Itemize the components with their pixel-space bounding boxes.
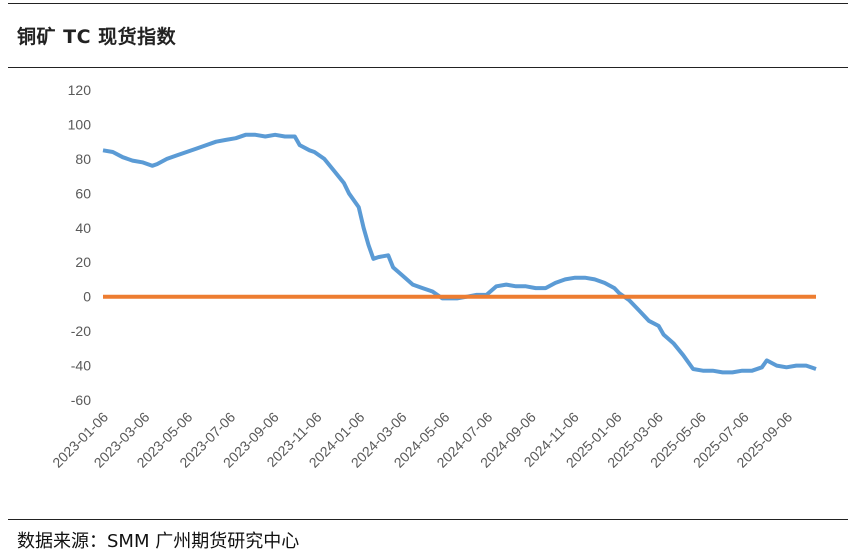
x-axis: 2023-01-062023-03-062023-05-062023-07-06… — [49, 409, 795, 471]
y-tick-label: -60 — [71, 392, 91, 408]
series-layer — [102, 132, 817, 375]
line-chart: 120 100 80 60 40 20 0 -20 -40 -60 2023-01-062023-… — [49, 82, 817, 471]
bottom-rule — [8, 519, 848, 520]
y-tick-label: 80 — [75, 151, 91, 167]
chart-title: 铜矿 TC 现货指数 — [17, 26, 177, 48]
title-rule — [8, 67, 848, 68]
top-rule — [8, 3, 848, 4]
y-tick-label: -40 — [71, 358, 91, 374]
y-tick-label: 20 — [75, 254, 91, 270]
y-tick-label: 100 — [68, 116, 92, 132]
data-source: 数据来源：SMM 广州期货研究中心 — [17, 531, 300, 552]
y-tick-label: 0 — [83, 289, 91, 305]
y-tick-label: 60 — [75, 185, 91, 201]
y-tick-label: 120 — [68, 82, 92, 98]
y-axis: 120 100 80 60 40 20 0 -20 -40 -60 — [68, 82, 92, 408]
y-tick-label: 40 — [75, 220, 91, 236]
y-tick-label: -20 — [71, 323, 91, 339]
series-line-tc-index — [102, 132, 817, 375]
